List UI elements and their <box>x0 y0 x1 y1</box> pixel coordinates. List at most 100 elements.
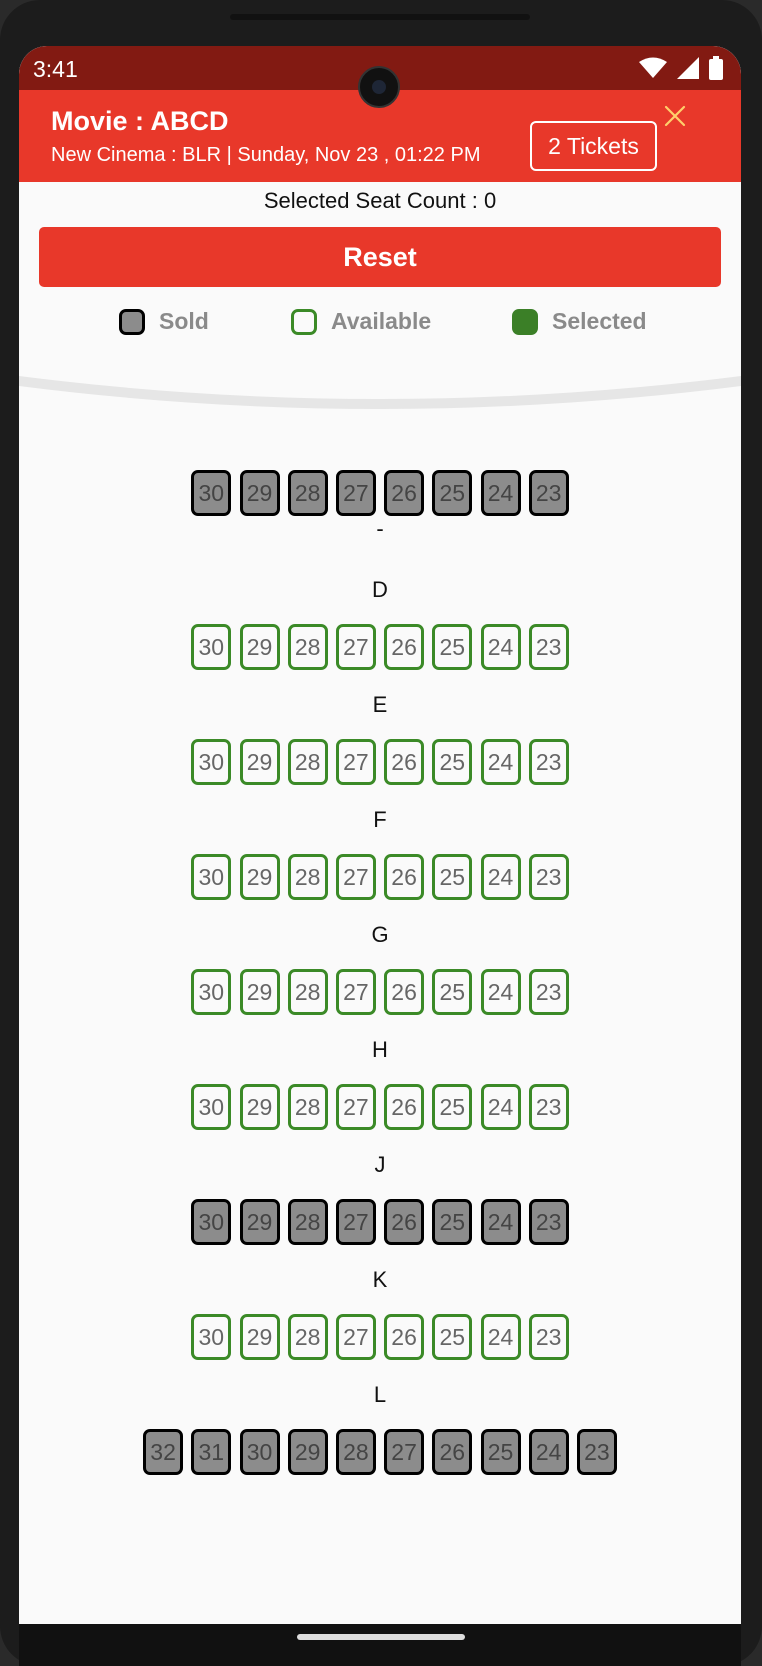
seat-K-28[interactable]: 28 <box>287 1314 328 1360</box>
seat-L-23: 23 <box>576 1429 617 1475</box>
close-icon[interactable] <box>663 104 687 128</box>
seat-F-28[interactable]: 28 <box>287 854 328 900</box>
home-gesture-handle[interactable] <box>297 1634 465 1640</box>
seat-G-27[interactable]: 27 <box>335 969 376 1015</box>
reset-button[interactable]: Reset <box>39 227 721 287</box>
seat-J-29: 29 <box>239 1199 280 1245</box>
seat-K-30[interactable]: 30 <box>191 1314 232 1360</box>
seat-H-30[interactable]: 30 <box>191 1084 232 1130</box>
seat-J-26: 26 <box>384 1199 425 1245</box>
sold-swatch <box>119 308 145 335</box>
row-label-l: L <box>373 1382 387 1407</box>
seat-D-28[interactable]: 28 <box>287 624 328 670</box>
row-label-d: D <box>372 577 388 602</box>
seat-G-26[interactable]: 26 <box>384 969 425 1015</box>
seat-J-30: 30 <box>191 1199 232 1245</box>
battery-icon <box>709 56 723 80</box>
seat-H-28[interactable]: 28 <box>287 1084 328 1130</box>
seat-E-23[interactable]: 23 <box>528 739 569 785</box>
seat-H-29[interactable]: 29 <box>239 1084 280 1130</box>
seat-F-29[interactable]: 29 <box>239 854 280 900</box>
seat-J-27: 27 <box>335 1199 376 1245</box>
seat-F-27[interactable]: 27 <box>335 854 376 900</box>
seat-D-23[interactable]: 23 <box>528 624 569 670</box>
row-label-e: E <box>372 692 388 717</box>
available-swatch <box>291 308 317 335</box>
app-screen: 3:41 Movie : ABCD New Cinema : BLR | Sun… <box>19 46 741 1624</box>
signal-icon <box>677 57 699 79</box>
seat-D-24[interactable]: 24 <box>480 624 521 670</box>
seat-E-30[interactable]: 30 <box>191 739 232 785</box>
row-label-f: F <box>373 807 387 832</box>
seat-K-27[interactable]: 27 <box>335 1314 376 1360</box>
row-label-j: J <box>374 1152 386 1177</box>
seat-G-29[interactable]: 29 <box>239 969 280 1015</box>
seat-F-25[interactable]: 25 <box>432 854 473 900</box>
seat-K-23[interactable]: 23 <box>528 1314 569 1360</box>
wifi-icon <box>639 57 667 78</box>
seat-G-23[interactable]: 23 <box>528 969 569 1015</box>
legend-selected: Selected <box>512 308 647 335</box>
seat-H-24[interactable]: 24 <box>480 1084 521 1130</box>
seat-top-25: 25 <box>432 470 473 516</box>
seat-J-24: 24 <box>480 1199 521 1245</box>
seat-L-28: 28 <box>335 1429 376 1475</box>
seat-K-29[interactable]: 29 <box>239 1314 280 1360</box>
seat-G-25[interactable]: 25 <box>432 969 473 1015</box>
seat-D-27[interactable]: 27 <box>335 624 376 670</box>
speaker-grille <box>230 14 530 20</box>
seat-K-24[interactable]: 24 <box>480 1314 521 1360</box>
seat-D-25[interactable]: 25 <box>432 624 473 670</box>
seat-E-28[interactable]: 28 <box>287 739 328 785</box>
seat-E-26[interactable]: 26 <box>384 739 425 785</box>
seat-D-30[interactable]: 30 <box>191 624 232 670</box>
seat-F-23[interactable]: 23 <box>528 854 569 900</box>
row-label-divider: - <box>376 516 384 541</box>
legend-available-label: Available <box>331 308 432 334</box>
front-camera <box>358 66 400 108</box>
seat-top-29: 29 <box>239 470 280 516</box>
row-label-g: G <box>371 922 389 947</box>
seat-L-26: 26 <box>432 1429 473 1475</box>
seat-H-23[interactable]: 23 <box>528 1084 569 1130</box>
seat-top-26: 26 <box>384 470 425 516</box>
seat-L-32: 32 <box>143 1429 184 1475</box>
seat-D-29[interactable]: 29 <box>239 624 280 670</box>
seat-E-25[interactable]: 25 <box>432 739 473 785</box>
seat-L-31: 31 <box>191 1429 232 1475</box>
selected-swatch <box>512 308 538 335</box>
seat-K-25[interactable]: 25 <box>432 1314 473 1360</box>
seat-top-23: 23 <box>528 470 569 516</box>
cinema-showtime: New Cinema : BLR | Sunday, Nov 23 , 01:2… <box>51 144 481 166</box>
seat-F-30[interactable]: 30 <box>191 854 232 900</box>
seat-G-24[interactable]: 24 <box>480 969 521 1015</box>
seat-E-29[interactable]: 29 <box>239 739 280 785</box>
seat-D-26[interactable]: 26 <box>384 624 425 670</box>
seat-G-28[interactable]: 28 <box>287 969 328 1015</box>
seat-F-24[interactable]: 24 <box>480 854 521 900</box>
row-label-k: K <box>372 1267 388 1292</box>
seat-G-30[interactable]: 30 <box>191 969 232 1015</box>
cinema-screen-indicator <box>19 375 741 409</box>
selected-seat-count: Selected Seat Count : 0 <box>263 188 497 213</box>
legend-sold: Sold <box>119 308 209 335</box>
seat-H-25[interactable]: 25 <box>432 1084 473 1130</box>
seat-F-26[interactable]: 26 <box>384 854 425 900</box>
seat-top-28: 28 <box>287 470 328 516</box>
seat-J-28: 28 <box>287 1199 328 1245</box>
seat-E-27[interactable]: 27 <box>335 739 376 785</box>
seat-J-23: 23 <box>528 1199 569 1245</box>
seat-H-27[interactable]: 27 <box>335 1084 376 1130</box>
legend-available: Available <box>291 308 431 335</box>
seat-top-27: 27 <box>335 470 376 516</box>
seat-E-24[interactable]: 24 <box>480 739 521 785</box>
system-icons <box>639 56 723 80</box>
movie-title: Movie : ABCD <box>51 106 229 136</box>
seat-H-26[interactable]: 26 <box>384 1084 425 1130</box>
seat-map: 30 29 28 27 26 25 24 23- D 30 29 28 27 26 25 24 23 E 30 29 2… <box>19 46 741 1624</box>
status-time: 3:41 <box>33 56 78 82</box>
seat-L-27: 27 <box>384 1429 425 1475</box>
seat-K-26[interactable]: 26 <box>384 1314 425 1360</box>
ticket-count-button[interactable]: 2 Tickets <box>530 121 657 171</box>
